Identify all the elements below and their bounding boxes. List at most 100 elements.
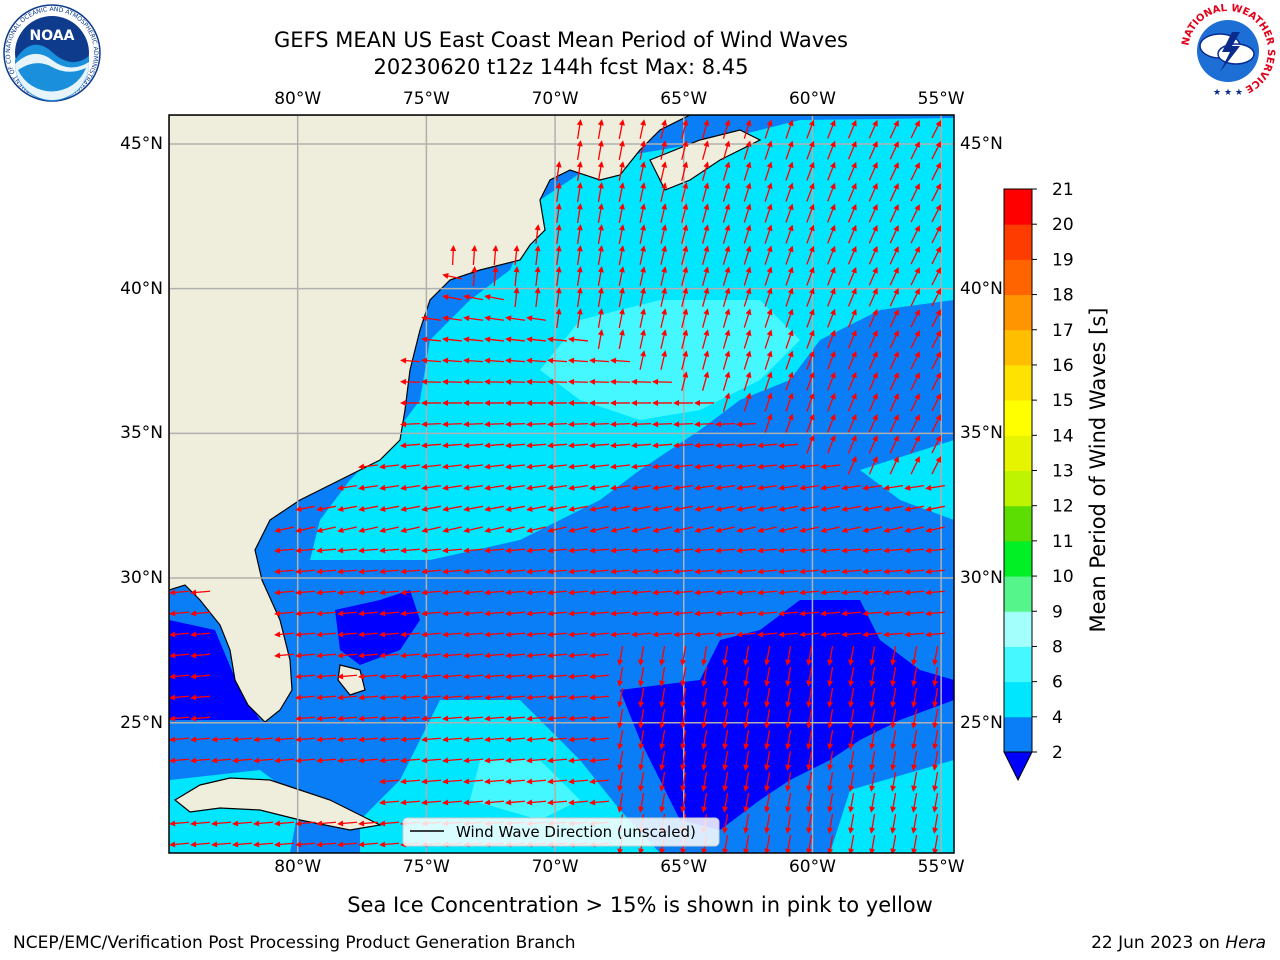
wave-direction-arrowhead <box>534 287 541 294</box>
wave-direction-arrowhead <box>914 330 920 337</box>
wave-direction-arrowhead <box>808 161 815 169</box>
wave-direction-arrowhead <box>785 680 792 687</box>
wave-direction-arrowhead <box>638 806 645 813</box>
wave-direction-arrowhead <box>673 505 680 512</box>
wave-direction-arrowhead <box>682 182 689 189</box>
wave-direction-arrowhead <box>169 589 176 596</box>
wave-direction-arrowhead <box>869 827 876 834</box>
wave-direction-arrowhead <box>316 757 323 764</box>
wave-direction-arrowhead <box>787 119 794 127</box>
wave-direction-arrowhead <box>505 631 512 638</box>
colorbar-tick-label: 15 <box>1052 391 1074 411</box>
wave-direction-arrowhead <box>701 659 708 666</box>
wave-direction-arrowhead <box>526 694 533 701</box>
wave-direction-arrowhead <box>694 527 701 534</box>
wave-direction-arrowhead <box>421 378 428 385</box>
wave-direction-arrowhead <box>534 224 541 231</box>
colorbar-segment <box>1004 224 1032 260</box>
wave-direction-arrowhead <box>694 568 701 575</box>
wave-direction-arrowhead <box>463 463 470 470</box>
wave-direction-arrowhead <box>935 309 941 316</box>
wave-direction-arrowhead <box>883 568 890 575</box>
wave-direction-arrowhead <box>724 287 731 295</box>
wave-direction-arrowhead <box>820 463 827 470</box>
wave-direction-arrowhead <box>379 715 386 722</box>
wave-direction-arrowhead <box>555 287 562 294</box>
wave-direction-arrowhead <box>505 547 512 554</box>
wave-direction-arrowhead <box>337 568 344 575</box>
wave-direction-arrowhead <box>787 371 794 379</box>
wave-direction-arrowhead <box>400 799 407 806</box>
wave-direction-arrowhead <box>743 701 750 708</box>
wave-direction-arrowhead <box>610 589 617 596</box>
wave-direction-arrowhead <box>862 505 869 512</box>
wave-direction-arrowhead <box>568 442 575 449</box>
wave-direction-arrowhead <box>935 435 941 442</box>
wave-direction-arrowhead <box>652 442 659 449</box>
wave-direction-arrowhead <box>652 484 659 491</box>
wave-direction-arrowhead <box>872 224 878 232</box>
wave-direction-arrowhead <box>827 680 834 687</box>
wave-direction-arrowhead <box>764 743 771 750</box>
wave-direction-arrowhead <box>640 224 646 231</box>
wave-direction-arrowhead <box>652 547 659 554</box>
run-date: 22 Jun 2023 on Hera <box>1091 933 1266 953</box>
wave-direction-arrowhead <box>463 378 470 385</box>
wave-direction-arrowhead <box>785 785 792 792</box>
wave-direction-arrowhead <box>547 589 554 596</box>
wave-direction-arrowhead <box>526 378 533 385</box>
wave-direction-arrowhead <box>851 245 857 253</box>
wave-direction-arrowhead <box>778 568 785 575</box>
wave-direction-arrowhead <box>442 378 449 385</box>
wave-direction-arrowhead <box>400 631 407 638</box>
wave-direction-arrowhead <box>640 182 646 189</box>
wave-direction-arrowhead <box>935 372 941 379</box>
wave-direction-arrowhead <box>799 463 806 470</box>
wave-direction-arrowhead <box>722 701 729 708</box>
wave-direction-arrowhead <box>925 484 932 491</box>
wave-direction-arrowhead <box>841 505 848 512</box>
wave-direction-arrowhead <box>736 463 743 470</box>
wave-direction-arrowhead <box>778 547 785 554</box>
wave-direction-arrowhead <box>568 463 575 470</box>
wave-direction-arrowhead <box>400 757 407 764</box>
wave-direction-arrowhead <box>316 610 323 617</box>
wave-direction-arrowhead <box>638 743 645 750</box>
wave-direction-arrowhead <box>787 161 794 169</box>
wave-direction-arrowhead <box>778 610 785 617</box>
wave-direction-arrowhead <box>661 161 668 168</box>
wave-direction-arrowhead <box>555 245 562 252</box>
wave-direction-arrowhead <box>568 778 575 785</box>
wave-direction-arrowhead <box>682 371 689 378</box>
wave-direction-arrowhead <box>316 673 323 680</box>
wave-direction-arrowhead <box>589 778 596 785</box>
wave-direction-arrowhead <box>724 245 731 253</box>
wave-direction-arrowhead <box>682 203 689 210</box>
wave-direction-arrowhead <box>526 799 533 806</box>
wave-direction-arrowhead <box>379 505 386 512</box>
wave-direction-arrowhead <box>638 659 645 666</box>
wave-direction-arrowhead <box>925 505 932 512</box>
tick-label: 25°N <box>960 712 1003 733</box>
wave-direction-arrowhead <box>703 119 710 126</box>
wave-direction-arrowhead <box>640 245 646 252</box>
wave-direction-arrowhead <box>442 547 449 554</box>
wave-direction-arrowhead <box>914 456 920 463</box>
wave-direction-arrowhead <box>589 400 596 407</box>
wave-direction-arrowhead <box>547 547 554 554</box>
wave-direction-arrowhead <box>914 309 920 316</box>
wave-direction-arrowhead <box>911 701 918 708</box>
wave-direction-arrowhead <box>935 246 941 253</box>
wave-direction-arrowhead <box>851 182 857 190</box>
wave-direction-arrowhead <box>925 631 932 638</box>
wave-direction-arrowhead <box>715 463 722 470</box>
wave-direction-arrowhead <box>848 848 855 853</box>
wave-direction-arrowhead <box>274 527 281 534</box>
wave-direction-arrowhead <box>568 421 575 428</box>
wave-direction-arrowhead <box>661 287 668 294</box>
wave-direction-arrowhead <box>631 378 638 385</box>
wave-direction-arrowhead <box>827 743 834 750</box>
wave-direction-arrowhead <box>400 527 407 534</box>
wave-direction-arrowhead <box>337 505 344 512</box>
wave-direction-arrowhead <box>421 589 428 596</box>
